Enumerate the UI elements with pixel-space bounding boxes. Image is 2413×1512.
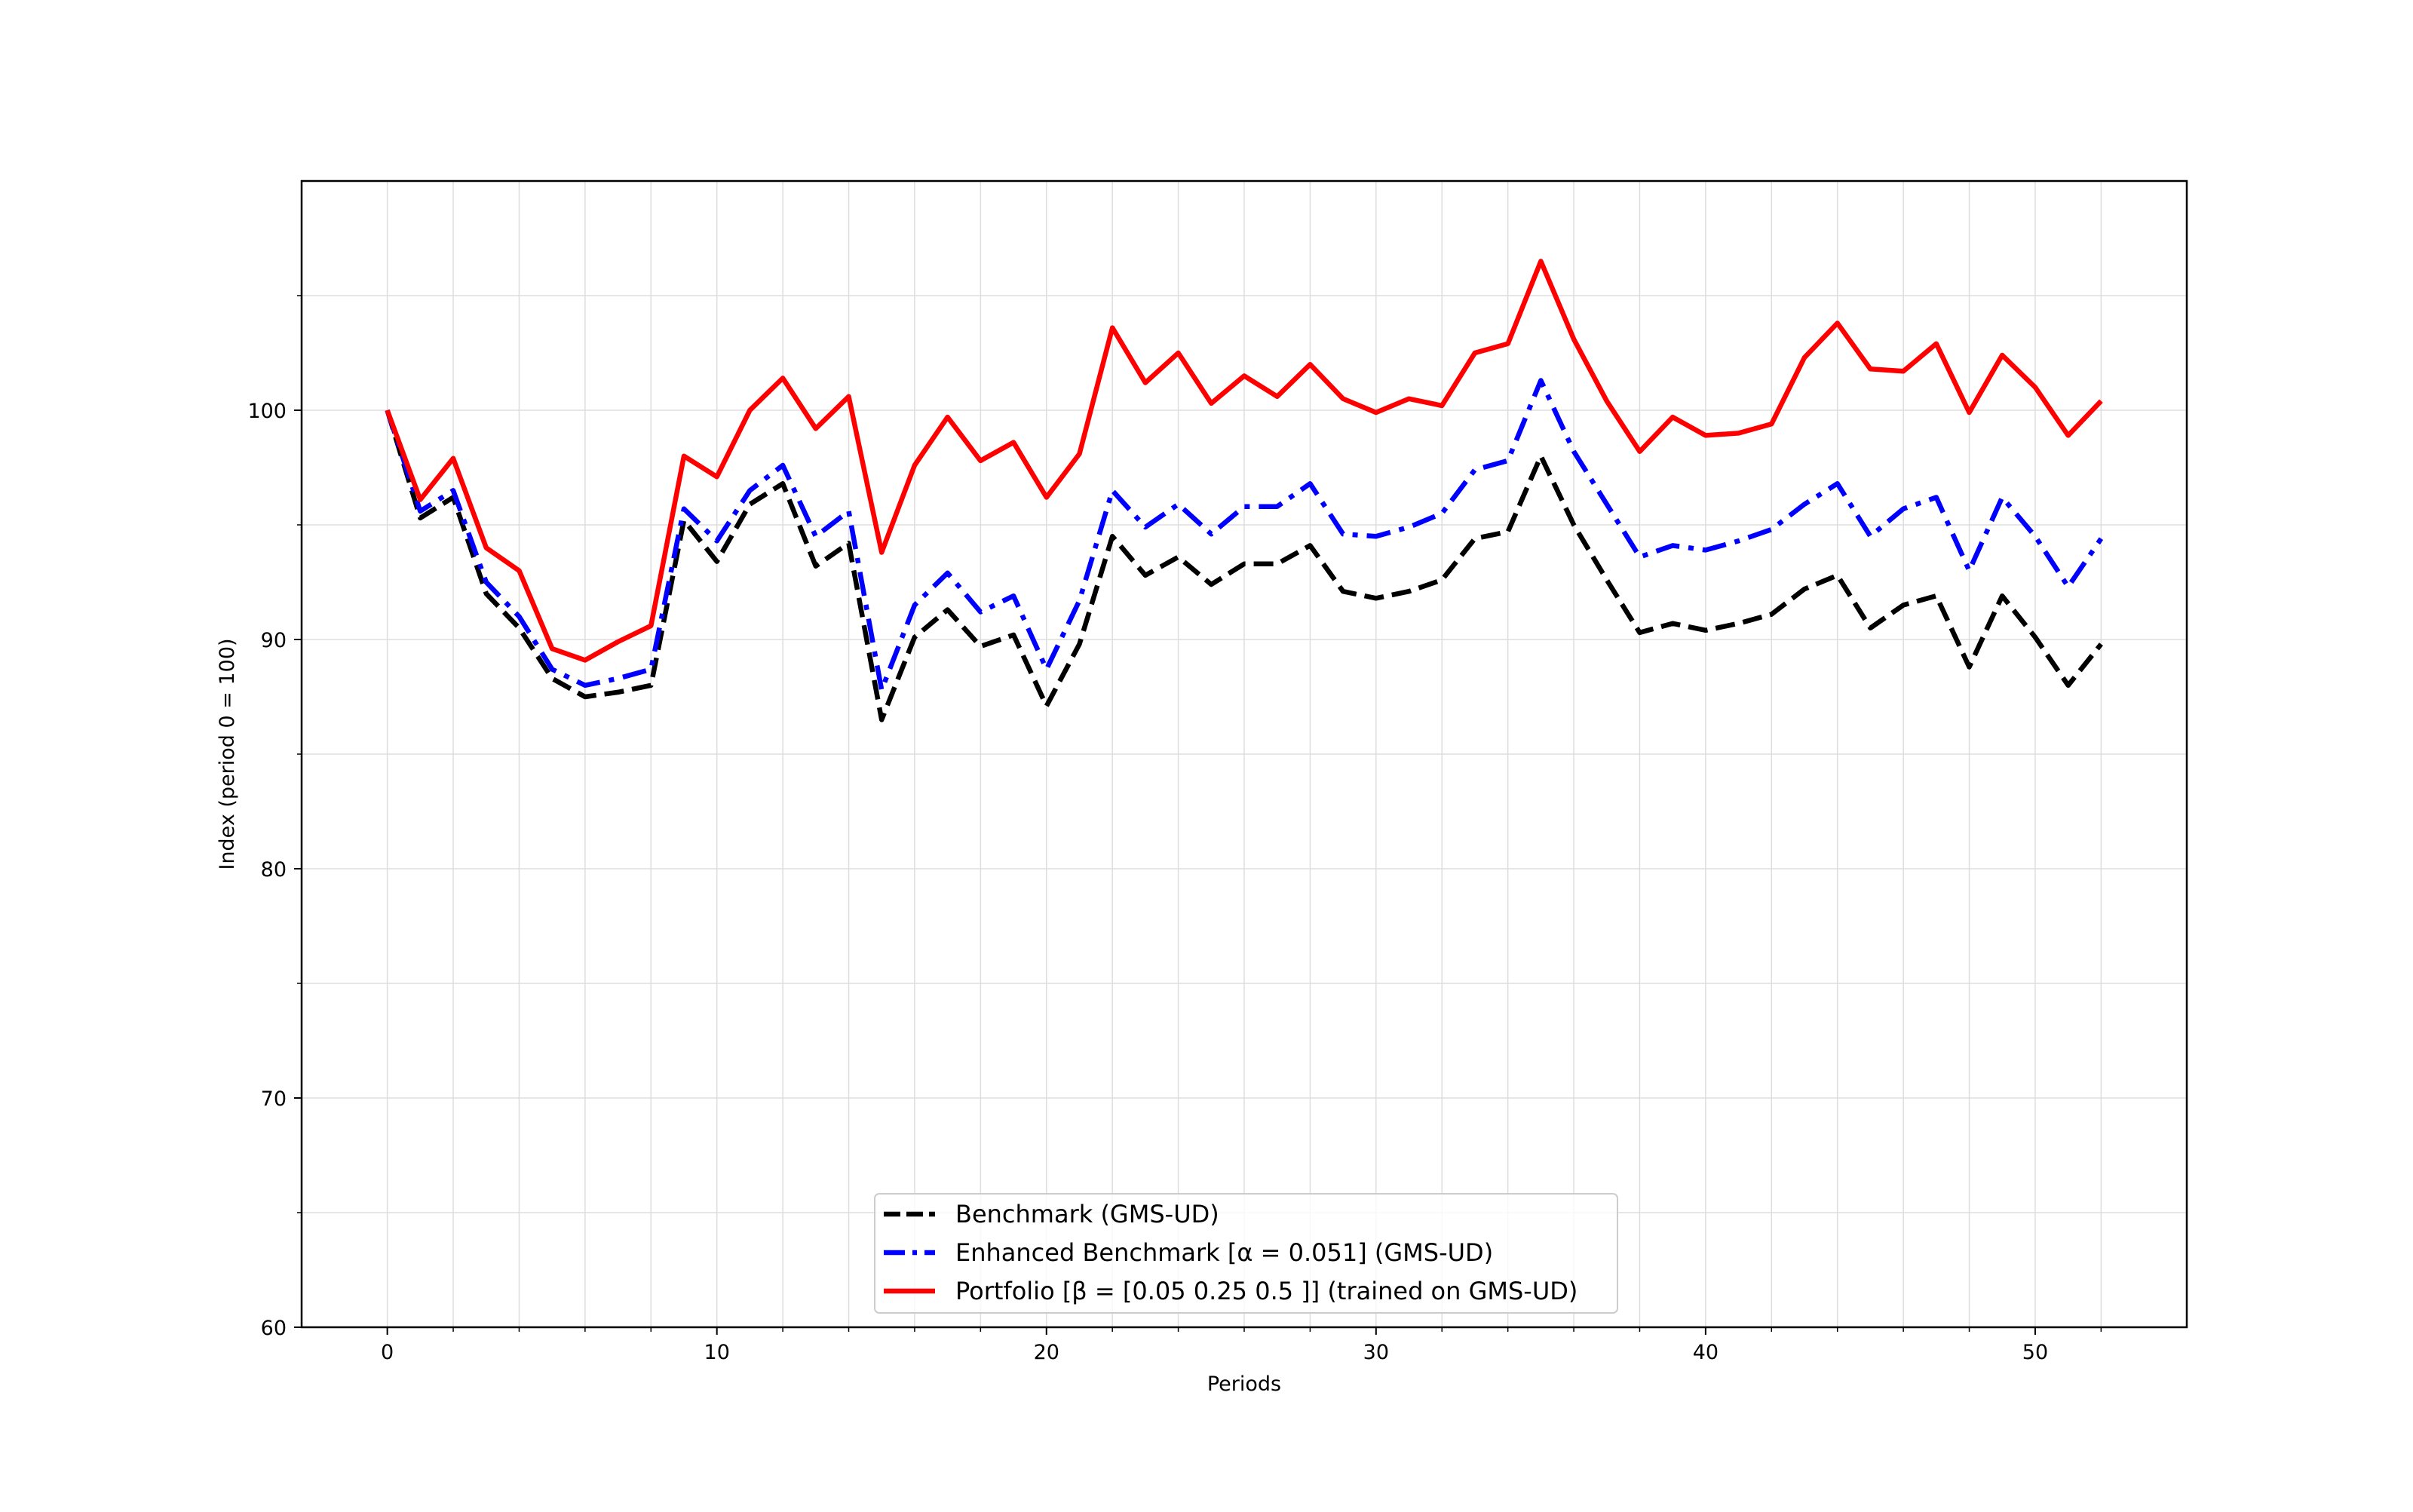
legend-label-portfolio: Portfolio [β = [0.05 0.25 0.5 ]] (traine… <box>955 1277 1577 1305</box>
x-tick-label: 40 <box>1693 1341 1719 1364</box>
legend-entry-benchmark: Benchmark (GMS-UD) <box>884 1200 1219 1228</box>
legend-entry-enhanced-benchmark: Enhanced Benchmark [α = 0.051] (GMS-UD) <box>884 1238 1493 1267</box>
y-tick-label: 90 <box>261 629 287 652</box>
x-tick-label: 10 <box>704 1341 730 1364</box>
y-tick-label: 70 <box>261 1087 287 1111</box>
axis-ticks: 0 10 20 30 40 50 60 70 80 90 100 <box>247 295 2102 1364</box>
series-line-benchmark <box>385 409 2103 722</box>
legend-entry-portfolio: Portfolio [β = [0.05 0.25 0.5 ]] (traine… <box>884 1277 1577 1305</box>
legend-box <box>874 1193 1618 1314</box>
y-axis-label: Index (period 0 = 100) <box>216 638 239 869</box>
legend-label-benchmark: Benchmark (GMS-UD) <box>955 1200 1219 1228</box>
legend-label-enhanced-benchmark: Enhanced Benchmark [α = 0.051] (GMS-UD) <box>955 1238 1493 1267</box>
series-lines <box>385 259 2104 722</box>
x-axis-label: Periods <box>1207 1372 1281 1396</box>
x-tick-label: 20 <box>1034 1341 1059 1364</box>
y-tick-label: 100 <box>247 400 287 423</box>
series-line-portfolio <box>385 259 2103 663</box>
y-tick-label: 80 <box>261 858 287 882</box>
legend: Benchmark (GMS-UD) Enhanced Benchmark [α… <box>874 1193 1618 1314</box>
x-tick-label: 0 <box>381 1341 394 1364</box>
x-tick-label: 30 <box>1363 1341 1389 1364</box>
x-tick-label: 50 <box>2022 1341 2048 1364</box>
y-tick-label: 60 <box>261 1317 287 1340</box>
